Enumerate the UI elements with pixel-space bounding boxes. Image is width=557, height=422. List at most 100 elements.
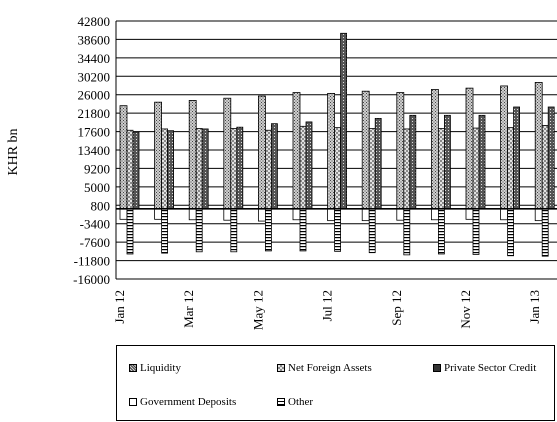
legend-item: Private Sector Credit	[433, 362, 536, 374]
legend-label: Government Deposits	[140, 396, 237, 408]
bar-government-deposits	[465, 208, 474, 220]
bar-private-sector-credit	[236, 126, 244, 210]
x-tick-label: Mar 12	[181, 290, 196, 328]
bar-net-foreign-assets	[264, 129, 272, 210]
bar-government-deposits	[188, 208, 197, 221]
bar-private-sector-credit	[513, 106, 520, 210]
y-tick-label: 800	[91, 198, 111, 213]
bar-liquidity	[396, 92, 405, 210]
bar-government-deposits	[257, 208, 266, 222]
bar-private-sector-credit	[270, 123, 278, 210]
y-tick-label: 17600	[78, 125, 111, 140]
bar-government-deposits	[119, 208, 128, 220]
bar-net-foreign-assets	[541, 125, 549, 210]
legend-label: Private Sector Credit	[444, 362, 537, 374]
bar-private-sector-credit	[305, 121, 313, 210]
bar-private-sector-credit	[547, 106, 555, 210]
bar-net-foreign-assets	[195, 128, 203, 210]
y-tick-label: 13400	[78, 143, 111, 158]
bar-net-foreign-assets	[437, 128, 445, 210]
bar-net-foreign-assets	[299, 125, 307, 210]
legend-item: Government Deposits	[129, 396, 236, 408]
bar-other	[507, 208, 515, 257]
legend-item: Other	[277, 396, 313, 408]
bar-liquidity	[534, 82, 543, 210]
legend-swatch	[277, 364, 285, 372]
bar-net-foreign-assets	[403, 128, 411, 210]
legend-item: Net Foreign Assets	[277, 362, 372, 374]
bar-private-sector-credit	[132, 131, 140, 210]
bar-liquidity	[223, 97, 232, 210]
x-tick-label: Sep 12	[389, 290, 404, 326]
bar-liquidity	[327, 92, 336, 210]
y-tick-label: 42800	[78, 14, 111, 29]
bar-other	[437, 208, 445, 255]
y-tick-label: 21800	[78, 106, 111, 121]
bar-government-deposits	[430, 208, 439, 221]
y-tick-label: -16000	[73, 272, 110, 287]
y-tick-label: 38600	[78, 32, 111, 47]
legend-swatch	[129, 398, 137, 406]
y-tick-label: -11800	[74, 254, 110, 269]
legend: Liquidity Net Foreign Assets Private Secto…	[116, 345, 555, 421]
legend-swatch	[433, 364, 441, 372]
bar-net-foreign-assets	[230, 128, 238, 210]
bar-liquidity	[188, 100, 197, 210]
bar-other	[541, 208, 549, 257]
legend-label: Other	[288, 396, 314, 408]
bar-other	[299, 208, 307, 252]
bar-liquidity	[119, 105, 128, 210]
bar-private-sector-credit	[167, 130, 175, 210]
y-tick-label: 9200	[84, 161, 110, 176]
bar-private-sector-credit	[478, 114, 486, 210]
bar-liquidity	[154, 101, 163, 210]
bar-liquidity	[361, 90, 370, 210]
bar-other	[472, 208, 480, 255]
legend-swatch	[129, 364, 137, 372]
bar-net-foreign-assets	[126, 129, 134, 210]
y-axis-title: KHR bn	[6, 128, 21, 175]
bar-government-deposits	[396, 208, 405, 221]
bar-government-deposits	[327, 208, 336, 222]
legend-label: Net Foreign Assets	[288, 362, 372, 374]
x-tick-label: Nov 12	[458, 290, 473, 329]
bar-net-foreign-assets	[368, 128, 376, 210]
bar-private-sector-credit	[340, 32, 348, 210]
y-tick-label: 5000	[84, 180, 110, 195]
bar-liquidity	[500, 85, 509, 210]
x-tick-label: Jul 12	[320, 290, 335, 321]
bar-government-deposits	[500, 208, 509, 221]
legend-item: Liquidity	[129, 362, 181, 374]
bar-government-deposits	[292, 208, 301, 221]
legend-label: Liquidity	[140, 362, 181, 374]
bar-government-deposits	[154, 208, 163, 220]
chart-area: KHR bn 42800 38600 34400 30200 26000 21800 176…	[6, 14, 557, 330]
y-tick-label: -3400	[80, 217, 110, 232]
bar-other	[264, 208, 272, 252]
bar-other	[195, 208, 203, 253]
bar-other	[126, 208, 134, 255]
bar-private-sector-credit	[201, 128, 209, 210]
x-tick-label: May 12	[250, 290, 265, 330]
bar-government-deposits	[223, 208, 232, 221]
bar-liquidity	[430, 89, 439, 210]
y-tick-label: 30200	[78, 69, 111, 84]
bar-other	[403, 208, 411, 256]
bar-other	[368, 208, 376, 254]
y-tick-label: -7600	[80, 235, 110, 250]
bar-government-deposits	[361, 208, 370, 222]
bar-other	[334, 208, 342, 252]
legend-swatch	[277, 398, 285, 406]
bar-liquidity	[257, 95, 266, 210]
bar-private-sector-credit	[443, 114, 451, 210]
bar-other	[230, 208, 238, 253]
y-tick-label: 26000	[78, 88, 111, 103]
bar-private-sector-credit	[374, 118, 382, 210]
x-tick-label: Jan 12	[112, 290, 127, 324]
bar-liquidity	[465, 87, 474, 210]
bar-other	[161, 208, 169, 254]
bar-private-sector-credit	[409, 114, 417, 210]
bar-net-foreign-assets	[472, 127, 480, 210]
bar-net-foreign-assets	[507, 127, 515, 210]
x-tick-label: Jan 13	[527, 290, 542, 324]
